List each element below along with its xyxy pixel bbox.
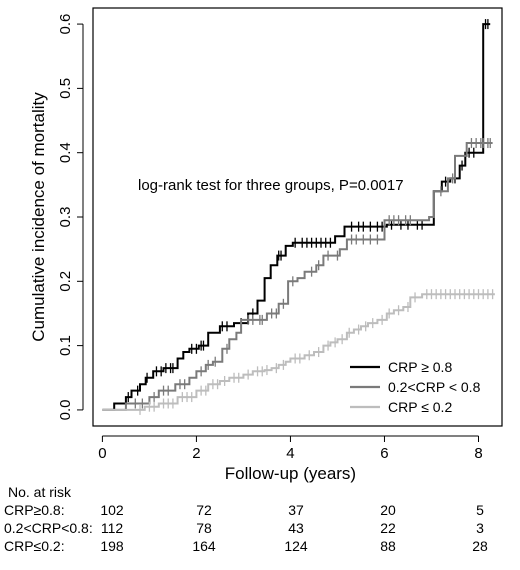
legend-label: CRP ≥ 0.8	[388, 359, 452, 375]
risk-count: 78	[196, 520, 212, 536]
series-line-0	[102, 23, 491, 411]
y-tick-label: 0.2	[57, 271, 74, 292]
y-tick-label: 0.0	[57, 399, 74, 420]
risk-count: 20	[380, 502, 396, 518]
risk-row-high-crp: CRP≥0.8: 102 72 37 20 5	[0, 502, 520, 520]
risk-row-mid-crp: 0.2<CRP<0.8: 112 78 43 22 3	[0, 520, 520, 538]
legend-label: 0.2<CRP < 0.8	[388, 379, 481, 395]
risk-count: 164	[192, 538, 216, 554]
risk-row-label: CRP≥0.8:	[4, 502, 65, 518]
risk-count: 28	[472, 538, 488, 554]
risk-count: 43	[288, 520, 304, 536]
y-tick-label: 0.1	[57, 335, 74, 356]
risk-count: 5	[476, 502, 484, 518]
risk-count: 88	[380, 538, 396, 554]
series-line-1	[102, 142, 493, 411]
y-tick-label: 0.5	[57, 78, 74, 99]
x-tick-label: 2	[192, 445, 200, 462]
y-tick-label: 0.6	[57, 14, 74, 35]
y-tick-label: 0.4	[57, 142, 74, 163]
risk-count: 72	[196, 502, 212, 518]
risk-count: 3	[476, 520, 484, 536]
x-axis-title: Follow-up (years)	[225, 464, 356, 483]
x-tick-label: 0	[98, 445, 106, 462]
x-tick-label: 6	[380, 445, 388, 462]
risk-row-low-crp: CRP≤0.2: 198 164 124 88 28	[0, 538, 520, 556]
risk-row-label: CRP≤0.2:	[4, 538, 65, 554]
y-axis-title: Cumulative incidence of mortality	[29, 92, 48, 342]
risk-count: 37	[288, 502, 304, 518]
series-line-2	[102, 293, 495, 411]
risk-row-label: 0.2<CRP<0.8:	[4, 520, 93, 536]
risk-count: 124	[284, 538, 308, 554]
logrank-annotation: log-rank test for three groups, P=0.0017	[138, 177, 404, 194]
y-tick-label: 0.3	[57, 207, 74, 228]
legend-label: CRP ≤ 0.2	[388, 399, 452, 415]
risk-table-title: No. at risk	[8, 484, 72, 500]
risk-count: 22	[380, 520, 396, 536]
x-tick-label: 8	[474, 445, 482, 462]
risk-count: 112	[100, 520, 124, 536]
plot-frame	[92, 7, 503, 427]
risk-count: 102	[100, 502, 124, 518]
x-tick-label: 4	[286, 445, 294, 462]
kaplan-meier-chart: 0 2 4 6 8 0.0 0.1 0.2 0.3 0.4 0.5 0.6 Follow-up (yea…	[29, 7, 503, 483]
risk-count: 198	[100, 538, 124, 554]
